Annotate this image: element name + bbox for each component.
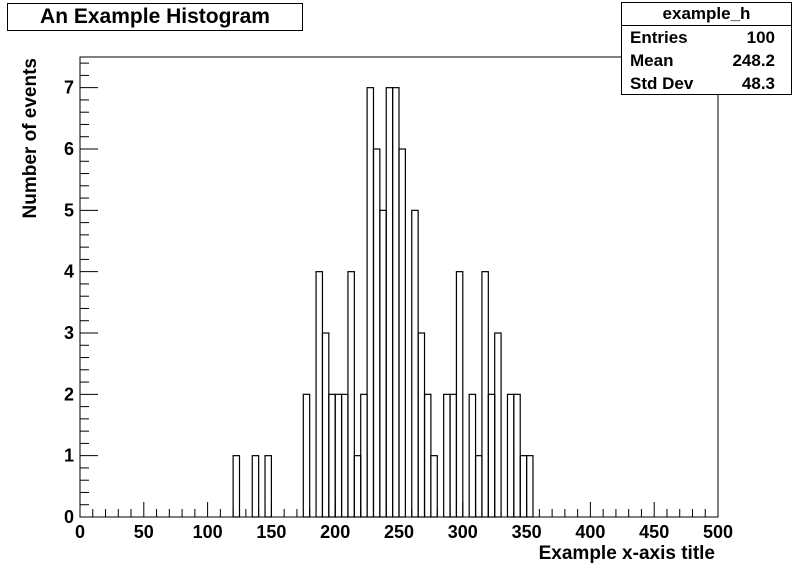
y-tick-label: 2 <box>64 384 74 404</box>
stats-label: Std Dev <box>630 74 694 93</box>
histogram-bin <box>340 393 349 518</box>
histogram-bin <box>525 455 534 518</box>
x-tick-label: 200 <box>320 522 350 542</box>
histogram-bin <box>443 393 451 518</box>
stats-value: 100 <box>746 28 775 47</box>
histogram-bin <box>423 393 432 518</box>
histogram-bin <box>494 332 502 518</box>
stats-value: 48.3 <box>741 74 775 93</box>
histogram-bin <box>353 455 362 518</box>
chart-title: An Example Histogram <box>40 5 270 28</box>
histogram-bin <box>417 332 426 518</box>
x-axis-title: Example x-axis title <box>539 543 715 564</box>
y-tick-label: 5 <box>64 200 74 220</box>
histogram-bin <box>474 455 483 518</box>
histogram-bin <box>385 87 394 518</box>
chart-title-box: An Example Histogram <box>7 3 303 31</box>
x-tick-label: 350 <box>512 522 542 542</box>
stats-box: example_h Entries 100 Mean 248.2 Std Dev… <box>621 2 792 95</box>
histogram-bin <box>468 393 477 518</box>
x-tick-label: 0 <box>75 522 85 542</box>
y-tick-label: 6 <box>64 139 74 159</box>
histogram-bin <box>379 209 387 518</box>
stats-row-stddev: Std Dev 48.3 <box>622 72 791 95</box>
stats-row-entries: Entries 100 <box>622 26 791 49</box>
histogram-bin <box>366 87 375 518</box>
histogram-bin <box>398 148 406 518</box>
y-tick-label: 0 <box>64 507 74 527</box>
histogram-bin <box>360 393 368 518</box>
x-tick-label: 400 <box>575 522 605 542</box>
histogram-bin <box>487 393 496 518</box>
x-tick-label: 300 <box>448 522 478 542</box>
y-axis-title: Number of events <box>20 58 41 218</box>
x-tick-label: 500 <box>703 522 733 542</box>
stats-value: 248.2 <box>732 51 775 70</box>
histogram-bin <box>264 455 272 518</box>
y-tick-label: 1 <box>64 446 74 466</box>
x-tick-label: 450 <box>639 522 669 542</box>
y-tick-label: 7 <box>64 78 74 98</box>
x-tick-label: 250 <box>384 522 414 542</box>
histogram-bin <box>347 271 355 518</box>
histogram-bin <box>411 209 419 518</box>
stats-row-mean: Mean 248.2 <box>622 49 791 72</box>
y-tick-label: 4 <box>64 262 74 282</box>
y-tick-label: 3 <box>64 323 74 343</box>
histogram-bin <box>251 455 260 518</box>
histogram-bin <box>302 393 311 518</box>
stats-label: Mean <box>630 51 674 70</box>
stats-label: Entries <box>630 28 688 47</box>
histogram-bin <box>519 455 528 518</box>
histogram-bin <box>506 393 515 518</box>
histogram-bin <box>449 393 458 518</box>
histogram-bin <box>392 87 400 518</box>
histogram-bin <box>372 148 381 518</box>
x-tick-label: 50 <box>134 522 154 542</box>
histogram-bin <box>328 393 336 518</box>
histogram-bin <box>481 271 489 518</box>
stats-box-name: example_h <box>622 3 791 26</box>
histogram-bin <box>315 271 324 518</box>
x-tick-label: 150 <box>256 522 286 542</box>
histogram-bin <box>513 393 521 518</box>
histogram-bin <box>430 455 438 518</box>
histogram-bin <box>232 455 241 518</box>
histogram-bin <box>334 393 343 518</box>
histogram-bin <box>455 271 464 518</box>
histogram-bin <box>321 332 330 518</box>
x-tick-label: 100 <box>193 522 223 542</box>
